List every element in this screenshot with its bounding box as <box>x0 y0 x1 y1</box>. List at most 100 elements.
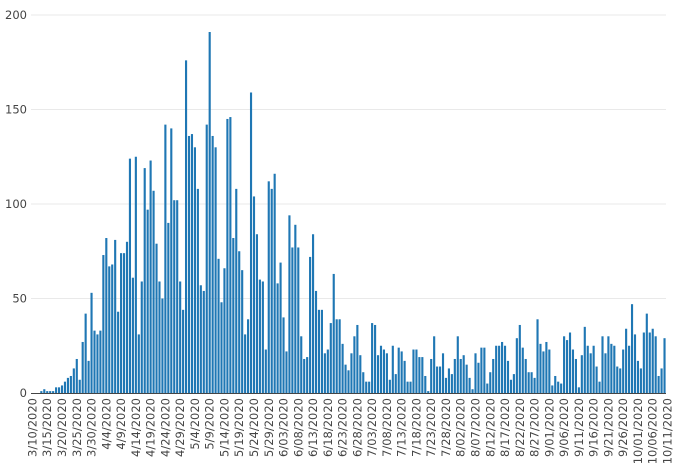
y-tick-label: 50 <box>12 292 27 306</box>
bar <box>527 372 530 393</box>
bar <box>167 222 170 393</box>
x-tick-label: 7/23/2020 <box>424 398 438 457</box>
bar <box>146 209 149 393</box>
bar <box>128 158 132 393</box>
bar <box>52 391 55 393</box>
bar <box>539 343 542 393</box>
bar <box>40 391 43 393</box>
bar <box>394 374 397 393</box>
x-tick-label: 8/27/2020 <box>528 398 542 457</box>
bar <box>542 351 545 393</box>
bar <box>450 374 453 393</box>
bar <box>359 355 362 393</box>
bar <box>551 385 554 393</box>
bar <box>397 347 400 393</box>
bar <box>418 357 421 393</box>
x-tick-label: 9/11/2020 <box>572 398 586 457</box>
bar <box>164 124 167 394</box>
x-tick-label: 7/03/2020 <box>365 398 379 457</box>
bar <box>326 349 329 393</box>
bar <box>314 290 318 393</box>
x-tick-label: 5/29/2020 <box>262 398 276 457</box>
bar <box>329 323 332 393</box>
bar <box>285 351 288 393</box>
x-tick-label: 9/16/2020 <box>587 398 601 457</box>
bar <box>663 338 666 393</box>
bar <box>202 290 205 393</box>
bar <box>415 349 418 393</box>
bar <box>137 334 140 393</box>
y-axis: 0 50 100 150 200 <box>5 8 27 400</box>
bar <box>438 366 442 393</box>
bar <box>601 336 604 393</box>
bar <box>376 355 380 393</box>
bar <box>309 256 312 393</box>
bar <box>486 383 489 393</box>
x-tick-label: 7/13/2020 <box>395 398 409 457</box>
bar <box>616 366 619 393</box>
bar <box>297 247 300 393</box>
bar <box>382 349 386 393</box>
bar <box>176 200 179 393</box>
x-tick-label: 4/29/2020 <box>173 398 187 457</box>
bar <box>598 381 601 393</box>
bar <box>524 358 527 393</box>
bar <box>577 387 580 393</box>
bar <box>477 362 480 393</box>
bar <box>258 279 261 393</box>
bar <box>604 353 607 393</box>
x-tick-label: 3/15/2020 <box>40 398 54 457</box>
x-tick-label: 9/06/2020 <box>557 398 571 457</box>
bar <box>96 334 99 393</box>
bar <box>480 347 483 393</box>
bar <box>69 375 72 393</box>
bar <box>356 324 359 393</box>
x-axis: 3/10/2020 3/15/2020 3/20/2020 3/25/2020 3/30… <box>25 393 674 464</box>
bar <box>441 353 445 393</box>
bar <box>645 313 648 393</box>
bar <box>468 377 471 393</box>
x-tick-label: 3/10/2020 <box>25 398 39 457</box>
bar <box>303 358 306 393</box>
x-tick-label: 9/01/2020 <box>542 398 556 457</box>
bar <box>506 360 510 393</box>
bar <box>350 353 353 393</box>
bar <box>465 364 468 393</box>
bar <box>190 134 194 393</box>
x-tick-label: 8/12/2020 <box>483 398 497 457</box>
x-tick-label: 9/26/2020 <box>616 398 630 457</box>
bar <box>403 360 406 393</box>
bar <box>249 92 253 394</box>
x-tick-label: 10/11/2020 <box>660 398 674 464</box>
bar <box>444 377 448 393</box>
y-tick-label: 0 <box>20 386 27 400</box>
bar <box>625 328 628 393</box>
bar <box>288 215 291 393</box>
bar <box>311 234 315 393</box>
bar <box>503 345 507 393</box>
bar <box>368 381 371 393</box>
bar <box>155 243 158 393</box>
bar <box>571 349 575 393</box>
bar <box>654 336 657 393</box>
x-tick-label: 4/14/2020 <box>129 398 143 457</box>
bar <box>108 266 111 393</box>
bar <box>46 391 49 393</box>
bar <box>660 368 663 393</box>
bar <box>276 283 279 393</box>
bar <box>211 135 214 393</box>
x-tick-label: 6/13/2020 <box>306 398 320 457</box>
bar <box>273 173 276 393</box>
x-tick-label: 5/9/2020 <box>203 398 217 450</box>
x-tick-label: 7/18/2020 <box>409 398 423 457</box>
bar <box>353 336 356 393</box>
bar <box>563 336 566 393</box>
bar <box>436 366 439 393</box>
x-tick-label: 10/01/2020 <box>631 398 645 464</box>
bar <box>300 336 303 393</box>
bar <box>247 319 250 393</box>
bar <box>619 368 622 393</box>
bar <box>489 372 492 393</box>
bar <box>557 381 560 393</box>
